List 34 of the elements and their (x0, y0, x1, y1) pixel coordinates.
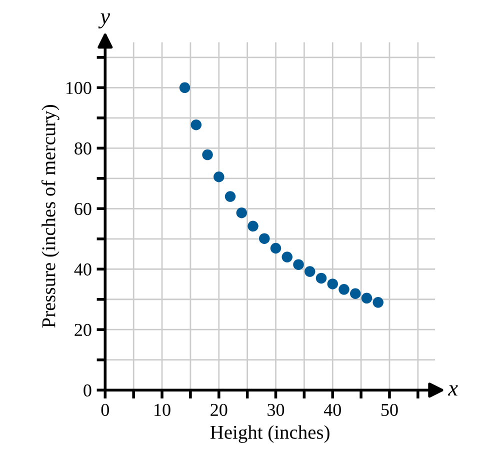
x-axis-title: Height (inches) (210, 425, 330, 443)
x-tick-label: 10 (154, 404, 170, 416)
point (361, 292, 372, 304)
text: x (448, 385, 458, 396)
point (202, 149, 213, 160)
y-tick-label: 80 (74, 142, 92, 155)
point (350, 288, 361, 300)
text: y (98, 13, 110, 28)
point (214, 172, 224, 182)
point (179, 82, 190, 94)
y-tick-label: 0 (84, 384, 92, 397)
x-tick-label: 20 (210, 404, 228, 416)
y-tick-label: 100 (66, 82, 92, 94)
x-tick-label: 40 (324, 404, 341, 416)
x-tick-label: 50 (382, 404, 398, 416)
point (190, 119, 202, 130)
y-axis-title: Pressure (inches of mercury) (41, 105, 60, 328)
y-tick-label: 20 (74, 324, 92, 336)
point (270, 242, 282, 254)
point (259, 233, 270, 244)
x-tick-label: 0 (101, 404, 109, 416)
point (224, 191, 236, 202)
x-tick-label: 30 (268, 404, 284, 416)
point (372, 297, 384, 308)
point (338, 284, 350, 295)
point (316, 272, 327, 284)
point (248, 220, 258, 232)
point (304, 266, 316, 277)
y-tick-label: 40 (74, 263, 92, 276)
y-tick-label: 60 (74, 202, 92, 216)
point (282, 252, 293, 262)
point (236, 207, 248, 218)
point (327, 278, 338, 290)
point (293, 259, 304, 270)
